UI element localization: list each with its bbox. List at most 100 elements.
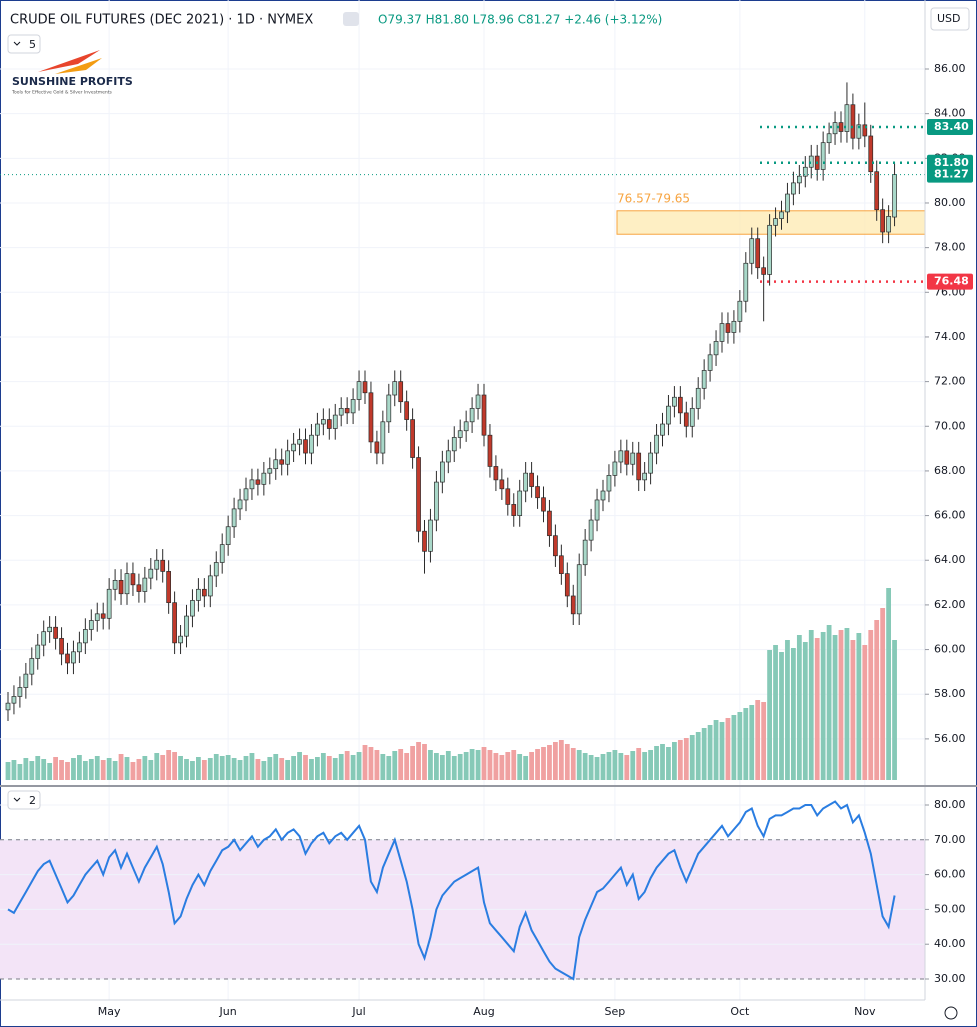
volume-bar — [582, 753, 588, 780]
volume-bar — [106, 758, 112, 780]
candle-body — [695, 387, 701, 409]
candle-body — [71, 651, 76, 664]
volume-bar — [386, 756, 392, 780]
volume-bar — [439, 755, 445, 780]
volume-bar — [279, 758, 285, 780]
volume-bar — [695, 732, 701, 780]
volume-bar — [35, 756, 41, 780]
candle-body — [237, 499, 243, 510]
x-tick-label: Aug — [473, 1005, 494, 1018]
volume-bar — [683, 738, 689, 780]
volume-bar — [344, 751, 350, 780]
volume-bar — [636, 748, 642, 780]
volume-bar — [88, 759, 94, 780]
volume-bar — [648, 750, 653, 780]
candle-body — [434, 481, 439, 521]
candle-body — [791, 182, 796, 195]
y-tick-label: 64.00 — [934, 553, 966, 566]
candle-body — [29, 658, 35, 675]
currency-button[interactable] — [930, 7, 970, 31]
candle-body — [374, 441, 380, 454]
candle-body — [547, 510, 552, 537]
volume-bar — [570, 748, 576, 780]
volume-bar — [243, 756, 249, 780]
volume-bar — [196, 757, 201, 780]
candle-body — [315, 423, 320, 436]
candle-body — [642, 472, 648, 481]
y-tick-label: 50.00 — [934, 902, 966, 915]
candle-body — [106, 588, 112, 619]
volume-bar — [190, 761, 195, 780]
volume-bar — [273, 754, 279, 780]
candle-body — [309, 434, 314, 454]
volume-bar — [481, 747, 487, 780]
volume-bar — [255, 759, 261, 780]
price-label-bg — [927, 119, 973, 136]
zone-label: 76.57-79.65 — [617, 191, 690, 205]
candle-body — [737, 300, 743, 322]
logo-tagline: Tools for Effective Gold & Silver Invest… — [11, 90, 112, 96]
logo: SUNSHINE PROFITS Tools for Effective Gol… — [11, 50, 133, 96]
volume-bar — [791, 648, 796, 780]
volume-bar — [689, 735, 695, 780]
volume-bar — [350, 755, 356, 780]
volume-bar — [362, 745, 368, 780]
candle-body — [802, 166, 808, 177]
y-tick-label: 78.00 — [934, 241, 966, 254]
volume-bar — [374, 750, 380, 780]
volume-bar — [517, 754, 523, 780]
candle-body — [796, 175, 802, 184]
rsi-pane-toggle[interactable] — [7, 790, 41, 810]
candle-body — [761, 267, 767, 275]
candle-body — [850, 104, 856, 139]
candle-body — [707, 354, 713, 371]
y-tick-label: 56.00 — [934, 732, 966, 745]
volume-bar — [213, 754, 219, 780]
candle-body — [499, 479, 505, 490]
candle-body — [350, 399, 356, 414]
volume-bar — [588, 755, 594, 780]
candle-body — [713, 341, 719, 356]
candle-body — [862, 124, 868, 137]
volume-bar — [326, 756, 332, 780]
volume-bar — [672, 742, 677, 780]
volume-bar — [630, 751, 636, 780]
y-tick-label: 86.00 — [934, 62, 966, 75]
candle-body — [588, 519, 594, 541]
candle-body — [594, 499, 600, 521]
volume-bar — [338, 754, 344, 780]
volume-bar — [47, 763, 53, 780]
candle-body — [213, 562, 219, 577]
candle-body — [475, 394, 481, 409]
volume-bar — [160, 755, 166, 780]
volume-bar — [356, 752, 362, 780]
volume-bar — [642, 752, 648, 780]
eye-icon[interactable] — [343, 12, 359, 26]
candle-body — [606, 475, 612, 492]
price-label: 81.27 — [934, 168, 969, 181]
candle-body — [624, 450, 630, 465]
candle-body — [184, 615, 189, 637]
candle-body — [463, 421, 469, 432]
volume-bar — [428, 750, 433, 780]
candle-body — [767, 224, 772, 275]
candle-body — [755, 238, 761, 269]
candle-body — [398, 381, 404, 403]
settings-gear[interactable] — [944, 1006, 958, 1020]
volume-bar — [77, 755, 82, 780]
volume-bar — [142, 756, 148, 780]
candle-body — [160, 559, 166, 572]
volume-bar — [731, 715, 737, 780]
volume-bar — [368, 747, 374, 780]
price-pane-toggle[interactable] — [7, 34, 41, 54]
volume-bar — [677, 740, 683, 780]
candle-body — [666, 405, 671, 425]
candle-body — [386, 394, 392, 423]
candle-body — [529, 472, 534, 487]
candle-body — [94, 613, 100, 621]
volume-bar — [82, 761, 88, 780]
volume-bar — [11, 760, 17, 780]
candle-body — [112, 579, 118, 590]
chart-title: CRUDE OIL FUTURES (DEC 2021) · 1D · NYME… — [10, 13, 313, 28]
volume-bar — [154, 753, 160, 780]
